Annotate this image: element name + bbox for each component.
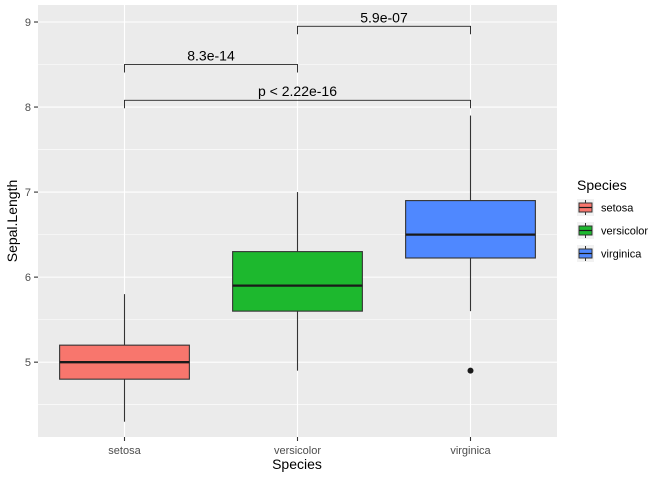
y-tick-label: 5 <box>25 357 31 369</box>
legend-title: Species <box>577 177 627 193</box>
comparison-bracket: p < 2.22e-16 <box>124 83 471 109</box>
box-group-versicolor <box>232 192 363 371</box>
box-virginica <box>405 200 536 259</box>
comparison-bracket: 8.3e-14 <box>124 48 298 73</box>
annotation-layer: 8.3e-14 5.9e-07 p < 2.22e-16 <box>124 9 471 109</box>
legend-label: setosa <box>601 203 634 215</box>
bracket-line <box>124 99 471 109</box>
bracket-line <box>124 64 298 73</box>
bracket-line <box>297 25 471 35</box>
y-tick-label: 8 <box>25 102 31 114</box>
box-layer <box>59 115 536 422</box>
x-tick-label: versicolor <box>274 445 321 457</box>
legend-item-virginica: virginica <box>577 245 642 262</box>
legend-label: virginica <box>601 249 642 261</box>
x-tick-label: setosa <box>108 445 141 457</box>
box-versicolor <box>232 251 363 312</box>
box-group-setosa <box>59 294 190 422</box>
legend-label: versicolor <box>601 226 648 238</box>
legend-items: setosa versicolor virginica <box>577 199 648 262</box>
axis-layer: 5 6 7 8 9 setosa versicolor virginica <box>25 17 492 457</box>
box-group-virginica <box>405 115 536 374</box>
p-value-label: 5.9e-07 <box>360 9 408 25</box>
y-axis-title: Sepal.Length <box>4 180 20 263</box>
y-tick-label: 6 <box>25 272 31 284</box>
legend: Species setosa versicolor virginica <box>577 177 648 262</box>
y-tick-label: 9 <box>25 17 31 29</box>
x-axis-title: Species <box>272 456 322 472</box>
legend-item-setosa: setosa <box>577 199 634 216</box>
p-value-label: 8.3e-14 <box>187 48 235 64</box>
legend-item-versicolor: versicolor <box>577 222 648 239</box>
outlier-point <box>467 367 474 374</box>
comparison-bracket: 5.9e-07 <box>297 9 471 35</box>
y-tick-label: 7 <box>25 187 31 199</box>
x-tick-label: virginica <box>450 445 491 457</box>
p-value-label: p < 2.22e-16 <box>258 83 337 99</box>
